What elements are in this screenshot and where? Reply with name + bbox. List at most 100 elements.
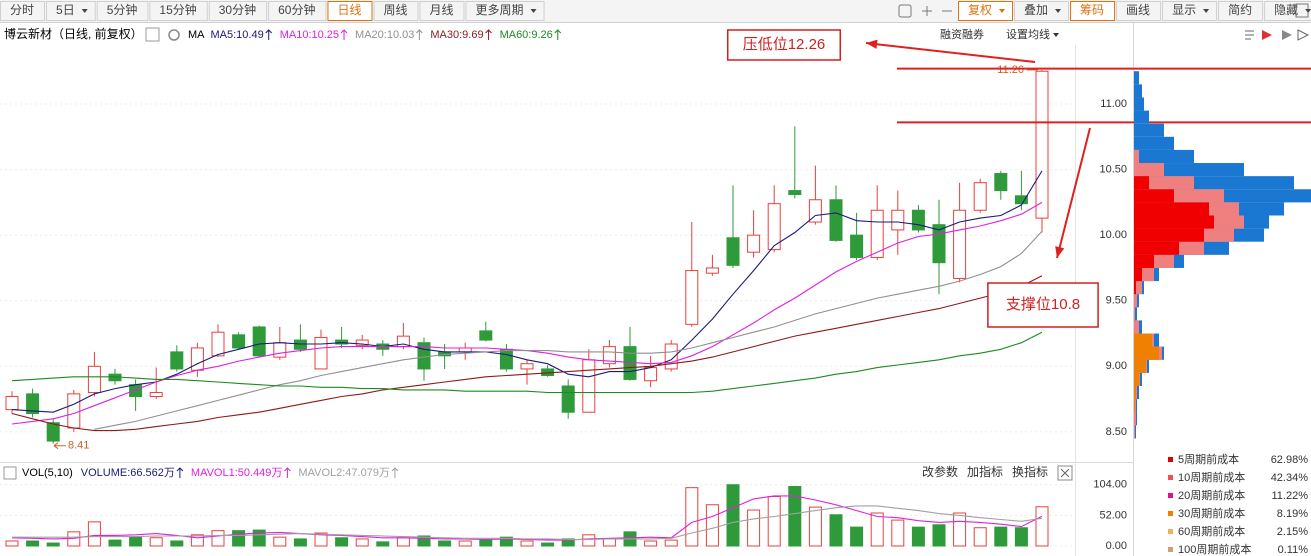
chip-legend-swatch xyxy=(1168,475,1173,480)
chip-bar xyxy=(1134,307,1137,321)
volume-bar xyxy=(767,496,781,547)
toolbar-button[interactable] xyxy=(1162,1,1218,21)
annotation-box xyxy=(726,29,842,61)
ma-arrow xyxy=(554,29,562,40)
ma-arrow xyxy=(340,29,348,40)
candle-body xyxy=(232,334,246,349)
volume-tool[interactable]: 换指标 xyxy=(1012,464,1048,479)
volume-bar xyxy=(705,504,719,547)
toolbar-button-label[interactable]: 60分钟 xyxy=(278,2,315,17)
y-tick-label: 104.00 xyxy=(1093,479,1127,491)
chip-legend-percent: 11.22% xyxy=(1272,490,1309,502)
volume-bar xyxy=(602,538,616,547)
dropdown-arrow xyxy=(1053,33,1059,37)
toolbar-button-label[interactable]: 筹码 xyxy=(1080,3,1104,17)
toolbar-icons[interactable] xyxy=(898,3,1309,18)
candle-body xyxy=(685,270,699,325)
toolbar-button[interactable] xyxy=(96,1,149,21)
toolbar-button-label[interactable]: 30分钟 xyxy=(219,2,256,17)
chip-legend-percent: 2.15% xyxy=(1277,526,1308,538)
candle-body xyxy=(479,330,493,341)
volume-bar xyxy=(850,526,864,547)
close-icon[interactable] xyxy=(1060,468,1070,478)
toolbar-button-label[interactable]: 周线 xyxy=(383,3,407,17)
toolbar-button-label[interactable]: 简约 xyxy=(1228,2,1252,17)
ma-legend: MA10:10.25 xyxy=(280,29,339,41)
toolbar-button[interactable] xyxy=(0,1,46,21)
volume-bar xyxy=(788,485,802,547)
toolbar-button[interactable] xyxy=(958,1,1014,21)
chip-legend-swatch xyxy=(1168,493,1173,498)
volume-tool[interactable]: 加指标 xyxy=(967,464,1003,479)
toolbar-button[interactable] xyxy=(1264,1,1311,21)
volume-bar xyxy=(335,537,349,547)
toolbar-button[interactable] xyxy=(268,1,327,21)
candle-body xyxy=(170,351,184,370)
vol-icon[interactable] xyxy=(3,466,17,480)
ma-line xyxy=(11,275,1043,432)
toolbar-button-label[interactable]: 日线 xyxy=(337,3,361,17)
toolbar-button-label[interactable]: 分时 xyxy=(10,3,34,17)
chip-bar xyxy=(1134,71,1139,85)
toolbar-button-label[interactable]: 更多周期 xyxy=(476,3,524,17)
toolbar-button[interactable] xyxy=(149,1,208,21)
volume-bar xyxy=(211,530,225,547)
toolbar-button[interactable] xyxy=(327,1,373,21)
toolbar-button[interactable] xyxy=(1070,1,1116,21)
chip-bar xyxy=(1134,176,1149,190)
candle-body xyxy=(994,173,1008,192)
toolbar-button[interactable] xyxy=(465,1,545,21)
chip-bar xyxy=(1134,149,1194,164)
volume-bar xyxy=(293,538,307,547)
volume-bar xyxy=(870,512,884,547)
candle-body xyxy=(644,367,658,382)
toolbar-button[interactable] xyxy=(373,1,419,21)
toolbar-button-label[interactable]: 叠加 xyxy=(1024,3,1048,17)
close-box[interactable] xyxy=(1057,465,1073,481)
toolbar-button[interactable] xyxy=(1218,1,1264,21)
dropdown-arrow xyxy=(1305,9,1311,13)
volume-bar xyxy=(273,536,287,547)
chip-bar xyxy=(1134,294,1137,308)
price-tool[interactable]: 设置均线 xyxy=(1006,27,1050,41)
volume-bar xyxy=(438,540,452,547)
ma-legend: MA60:9.26 xyxy=(500,29,553,41)
toolbar-button[interactable] xyxy=(208,1,268,21)
arrow-head xyxy=(1055,246,1065,258)
chip-bar xyxy=(1134,372,1139,386)
toolbar-button[interactable] xyxy=(419,1,465,21)
volume-bar xyxy=(932,524,946,547)
volume-bar xyxy=(232,530,246,547)
toolbar-button[interactable] xyxy=(1116,1,1162,21)
toolbar-button-label[interactable]: 画线 xyxy=(1126,3,1150,17)
vol-legend: VOLUME:66.562万 xyxy=(81,467,175,479)
gear-icon[interactable] xyxy=(168,29,180,41)
toolbar-button[interactable] xyxy=(46,1,96,21)
toolbar-button-label[interactable]: 隐藏 xyxy=(1274,3,1298,17)
candle-body xyxy=(767,203,781,251)
lock-icon[interactable] xyxy=(898,4,912,18)
toolbar-button[interactable] xyxy=(1014,1,1070,21)
volume-bar xyxy=(644,540,658,547)
volume-bar xyxy=(396,537,410,547)
toolbar-button-label[interactable]: 复权 xyxy=(968,3,992,17)
toolbar-button-label[interactable]: 5日 xyxy=(56,3,75,17)
chip-legend-swatch xyxy=(1168,547,1173,552)
chip-bar xyxy=(1134,110,1149,124)
annotation: 支撑位10.8 xyxy=(1006,296,1080,313)
plus-icon[interactable] xyxy=(922,6,932,16)
help-icon[interactable] xyxy=(145,27,160,42)
toolbar-button-label[interactable]: 显示 xyxy=(1172,3,1196,17)
y-tick-label: 52.00 xyxy=(1099,509,1127,521)
candle-body xyxy=(602,346,616,365)
chip-icon xyxy=(1297,29,1310,41)
toolbar-button-label[interactable]: 月线 xyxy=(430,3,454,17)
candle-body xyxy=(335,339,349,345)
price-tool[interactable]: 融资融券 xyxy=(940,27,984,41)
chip-legend-swatch xyxy=(1168,457,1173,462)
volume-tool[interactable]: 改参数 xyxy=(922,464,958,479)
y-tick-label: 10.00 xyxy=(1099,229,1127,241)
toolbar-button-label[interactable]: 15分钟 xyxy=(159,2,196,17)
toolbar-button-label[interactable]: 5分钟 xyxy=(107,2,138,17)
